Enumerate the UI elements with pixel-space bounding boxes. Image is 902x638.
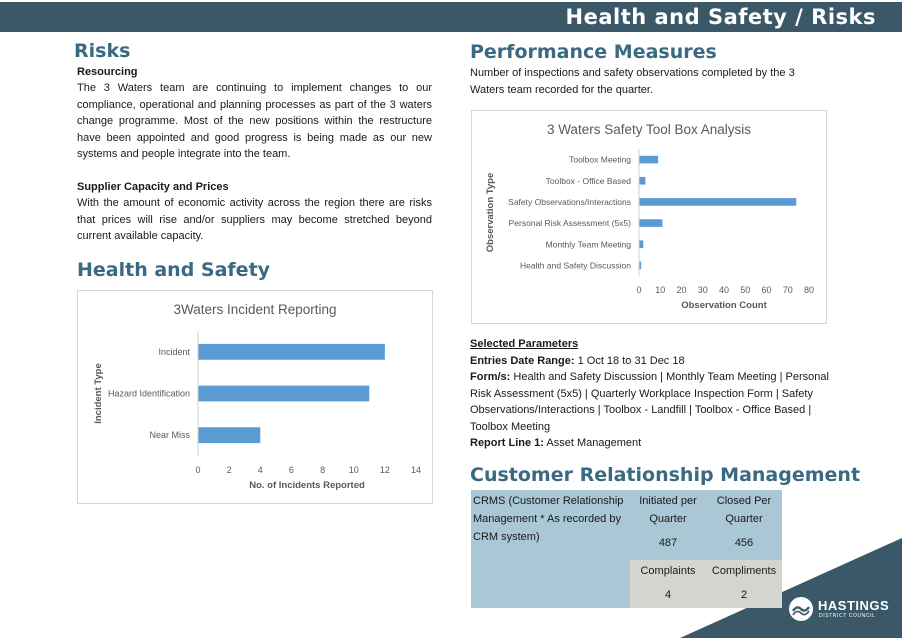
chart-bar bbox=[639, 176, 646, 185]
crm-closed-value: 456 bbox=[734, 537, 754, 549]
logo-name: HASTINGS bbox=[818, 598, 890, 613]
chart-title: 3 Waters Safety Tool Box Analysis bbox=[547, 122, 751, 137]
x-tick-label: 8 bbox=[320, 465, 325, 475]
x-tick-label: 0 bbox=[636, 285, 641, 295]
chart-bar bbox=[639, 198, 797, 206]
crm-row-2: Complaints 4 Compliments 2 bbox=[471, 560, 782, 608]
crm-compliments-cell: Compliments 2 bbox=[706, 560, 782, 608]
crm-compliments-value: 2 bbox=[740, 589, 748, 601]
params-report-value: Asset Management bbox=[546, 437, 642, 449]
hastings-logo: HASTINGS DISTRICT COUNCIL bbox=[788, 596, 898, 626]
supplier-paragraph: With the amount of economic activity acr… bbox=[77, 197, 432, 242]
crm-closed-header: Closed Per Quarter bbox=[716, 495, 772, 525]
category-label: Personal Risk Assessment (5x5) bbox=[509, 218, 632, 228]
params-date-value: 1 Oct 18 to 31 Dec 18 bbox=[577, 354, 685, 367]
chart-bar bbox=[198, 385, 370, 402]
incident-chart: 3Waters Incident Reporting Incident Hazard… bbox=[77, 290, 433, 504]
crm-table: CRMS (Customer Relationship Management *… bbox=[471, 490, 782, 608]
y-axis-label: Observation Type bbox=[485, 173, 496, 253]
crm-complaints-header: Complaints bbox=[640, 565, 696, 577]
selected-parameters: Selected Parameters Entries Date Range: … bbox=[470, 336, 830, 452]
page-title: Health and Safety / Risks bbox=[565, 5, 876, 29]
params-title: Selected Parameters bbox=[470, 338, 579, 350]
crm-heading: Customer Relationship Management bbox=[470, 464, 861, 486]
crm-compliments-header: Compliments bbox=[711, 565, 777, 577]
x-tick-label: 30 bbox=[698, 285, 708, 295]
page-banner: Health and Safety / Risks bbox=[0, 2, 902, 32]
incident-chart-svg: 3Waters Incident Reporting Incident Hazard… bbox=[93, 302, 421, 491]
params-forms-label: Form/s: bbox=[470, 371, 511, 383]
x-tick-label: 0 bbox=[195, 465, 200, 475]
category-label: Monthly Team Meeting bbox=[546, 239, 632, 249]
logo-mark-icon bbox=[789, 597, 813, 621]
category-label: Toolbox - Office Based bbox=[546, 176, 632, 186]
chart-title: 3Waters Incident Reporting bbox=[173, 302, 336, 317]
category-label: Hazard Identification bbox=[108, 389, 190, 399]
chart-bar bbox=[639, 219, 663, 227]
x-tick-label: 60 bbox=[761, 285, 771, 295]
x-tick-label: 20 bbox=[676, 285, 686, 295]
chart-bar bbox=[198, 343, 385, 360]
params-forms-value: Health and Safety Discussion | Monthly T… bbox=[470, 371, 829, 433]
x-axis-label: No. of Incidents Reported bbox=[249, 480, 365, 491]
health-safety-heading: Health and Safety bbox=[77, 259, 271, 281]
category-label: Health and Safety Discussion bbox=[520, 260, 631, 270]
crm-label-cell: CRMS (Customer Relationship Management *… bbox=[471, 490, 630, 608]
category-label: Incident bbox=[158, 347, 190, 357]
resourcing-paragraph: The 3 Waters team are continuing to impl… bbox=[77, 82, 432, 160]
x-tick-label: 50 bbox=[740, 285, 750, 295]
y-axis-label: Incident Type bbox=[93, 363, 104, 424]
chart-bar bbox=[639, 155, 659, 164]
crm-initiated-cell: Initiated per Quarter 487 bbox=[630, 490, 706, 560]
risks-heading: Risks bbox=[74, 40, 131, 62]
performance-heading: Performance Measures bbox=[470, 41, 717, 63]
x-tick-label: 12 bbox=[380, 465, 390, 475]
crm-initiated-header: Initiated per Quarter bbox=[639, 495, 697, 525]
x-tick-label: 2 bbox=[227, 465, 232, 475]
x-tick-label: 40 bbox=[719, 285, 729, 295]
x-tick-label: 4 bbox=[258, 465, 263, 475]
crm-closed-cell: Closed Per Quarter 456 bbox=[706, 490, 782, 560]
crm-initiated-value: 487 bbox=[658, 537, 678, 549]
crm-complaints-cell: Complaints 4 bbox=[630, 560, 706, 608]
category-label: Toolbox Meeting bbox=[569, 155, 631, 165]
x-axis-label: Observation Count bbox=[681, 300, 767, 311]
crm-row-1: CRMS (Customer Relationship Management *… bbox=[471, 490, 782, 608]
params-forms-line: Form/s: Health and Safety Discussion | M… bbox=[470, 369, 830, 435]
resourcing-subheading: Resourcing bbox=[77, 66, 138, 78]
supplier-subheading: Supplier Capacity and Prices bbox=[77, 181, 229, 193]
x-tick-label: 6 bbox=[289, 465, 294, 475]
params-date-label: Entries Date Range: bbox=[470, 354, 575, 367]
params-report-line: Report Line 1: Asset Management bbox=[470, 435, 830, 452]
toolbox-chart: 3 Waters Safety Tool Box Analysis Toolbox… bbox=[471, 110, 827, 324]
chart-bar bbox=[639, 240, 644, 249]
category-label: Safety Observations/Interactions bbox=[508, 197, 631, 207]
crm-complaints-value: 4 bbox=[664, 589, 672, 601]
params-report-label: Report Line 1: bbox=[470, 437, 544, 449]
chart-bar bbox=[639, 261, 642, 270]
performance-intro: Number of inspections and safety observa… bbox=[470, 67, 795, 96]
chart-bar bbox=[198, 427, 261, 444]
params-date-line: Entries Date Range: 1 Oct 18 to 31 Dec 1… bbox=[470, 353, 830, 370]
corner-triangle bbox=[680, 538, 902, 638]
logo-subtitle: DISTRICT COUNCIL bbox=[819, 613, 876, 619]
toolbox-chart-svg: 3 Waters Safety Tool Box Analysis Toolbox… bbox=[485, 122, 814, 311]
corner-decoration bbox=[680, 538, 902, 638]
category-label: Near Miss bbox=[149, 430, 190, 440]
x-tick-label: 14 bbox=[411, 465, 421, 475]
x-tick-label: 10 bbox=[655, 285, 665, 295]
crm-label: CRMS (Customer Relationship Management *… bbox=[473, 495, 624, 543]
x-tick-label: 10 bbox=[349, 465, 359, 475]
x-tick-label: 80 bbox=[804, 285, 814, 295]
x-tick-label: 70 bbox=[783, 285, 793, 295]
